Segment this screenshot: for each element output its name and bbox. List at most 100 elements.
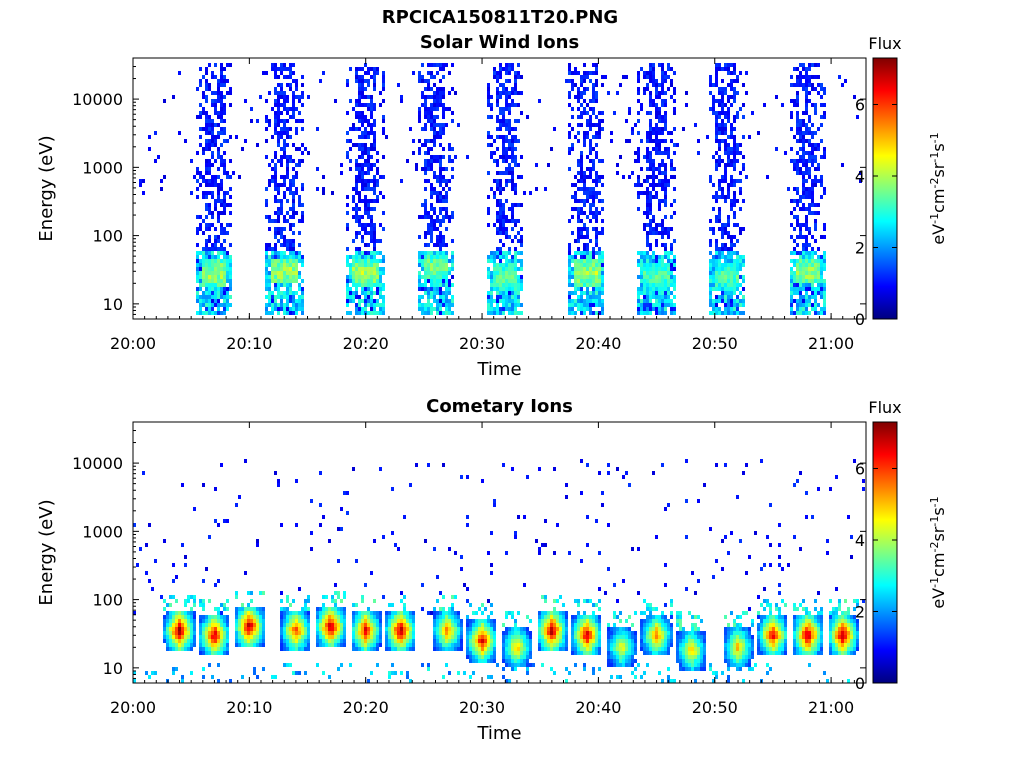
flux-cell	[187, 639, 190, 643]
flux-cell	[439, 211, 442, 215]
flux-cell	[655, 227, 658, 231]
flux-cell	[727, 195, 730, 199]
flux-cell	[427, 259, 430, 263]
flux-cell	[196, 255, 199, 259]
flux-cell	[580, 311, 583, 315]
flux-cell	[796, 159, 799, 163]
flux-cell	[280, 207, 283, 211]
flux-cell	[355, 611, 358, 615]
flux-cell	[493, 259, 496, 263]
flux-cell	[202, 607, 205, 611]
flux-cell	[643, 283, 646, 287]
flux-cell	[796, 187, 799, 191]
flux-cell	[211, 183, 214, 187]
flux-cell	[220, 243, 223, 247]
flux-cell	[790, 283, 793, 287]
flux-cell	[292, 115, 295, 119]
flux-cell	[724, 287, 727, 291]
flux-cell	[574, 279, 577, 283]
flux-cell	[238, 623, 241, 627]
flux-cell	[235, 607, 238, 611]
flux-cell	[271, 175, 274, 179]
flux-cell	[211, 623, 214, 627]
flux-cell	[358, 283, 361, 287]
flux-cell	[217, 251, 220, 255]
flux-cell	[649, 247, 652, 251]
flux-cell	[655, 79, 658, 83]
flux-cell	[163, 599, 166, 603]
flux-cell	[373, 647, 376, 651]
flux-cell	[355, 307, 358, 311]
flux-cell	[142, 179, 145, 183]
flux-cell	[814, 251, 817, 255]
flux-cell	[301, 83, 304, 87]
flux-cell	[418, 119, 421, 123]
flux-cell	[664, 247, 667, 251]
flux-cell	[280, 295, 283, 299]
flux-cell	[487, 223, 490, 227]
flux-cell	[718, 207, 721, 211]
flux-cell	[232, 171, 235, 175]
flux-cell	[808, 167, 811, 171]
flux-cell	[220, 211, 223, 215]
flux-cell	[358, 619, 361, 623]
flux-cell	[277, 123, 280, 127]
flux-cell	[445, 207, 448, 211]
flux-cell	[265, 275, 268, 279]
flux-cell	[355, 211, 358, 215]
flux-cell	[430, 107, 433, 111]
flux-cell	[172, 627, 175, 631]
flux-cell	[436, 291, 439, 295]
flux-cell	[301, 643, 304, 647]
flux-cell	[358, 279, 361, 283]
flux-cell	[712, 95, 715, 99]
flux-cell	[499, 291, 502, 295]
flux-cell	[220, 651, 223, 655]
flux-cell	[733, 135, 736, 139]
flux-cell	[289, 239, 292, 243]
flux-cell	[802, 147, 805, 151]
flux-cell	[493, 191, 496, 195]
flux-cell	[292, 71, 295, 75]
flux-cell	[280, 127, 283, 131]
flux-cell	[496, 271, 499, 275]
flux-cell	[430, 75, 433, 79]
flux-cell	[289, 159, 292, 163]
flux-cell	[733, 191, 736, 195]
flux-cell	[799, 255, 802, 259]
flux-cell	[340, 639, 343, 643]
flux-cell	[661, 223, 664, 227]
flux-cell	[823, 191, 826, 195]
flux-cell	[316, 627, 319, 631]
flux-cell	[274, 255, 277, 259]
flux-cell	[673, 275, 676, 279]
flux-cell	[223, 119, 226, 123]
flux-cell	[235, 623, 238, 627]
flux-cell	[805, 159, 808, 163]
flux-cell	[814, 263, 817, 267]
flux-cell	[637, 159, 640, 163]
flux-cell	[274, 103, 277, 107]
flux-cell	[226, 175, 229, 179]
flux-cell	[445, 123, 448, 127]
flux-cell	[568, 271, 571, 275]
flux-cell	[724, 171, 727, 175]
x-tick-label: 20:30	[459, 334, 505, 353]
flux-cell	[805, 123, 808, 127]
flux-cell	[352, 259, 355, 263]
flux-cell	[280, 255, 283, 259]
flux-cell	[730, 79, 733, 83]
flux-cell	[496, 187, 499, 191]
flux-cell	[802, 279, 805, 283]
flux-cell	[589, 267, 592, 271]
flux-cell	[139, 547, 142, 551]
flux-cell	[208, 287, 211, 291]
flux-cell	[337, 611, 340, 615]
flux-cell	[442, 271, 445, 275]
flux-cell	[211, 275, 214, 279]
flux-cell	[253, 615, 256, 619]
flux-cell	[364, 183, 367, 187]
flux-cell	[316, 127, 319, 131]
flux-cell	[367, 171, 370, 175]
flux-cell	[574, 259, 577, 263]
